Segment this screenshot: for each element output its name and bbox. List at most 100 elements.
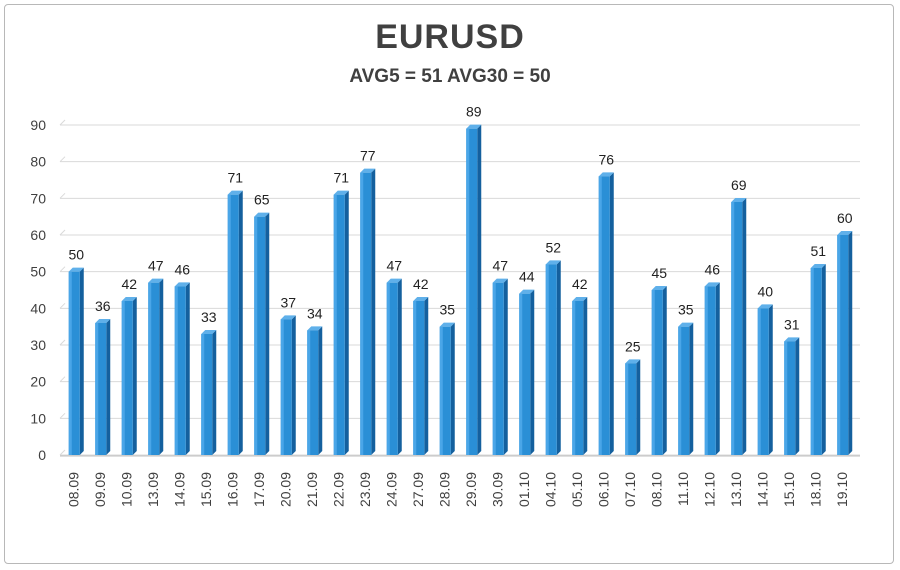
data-label: 77 — [360, 148, 376, 164]
bar-side — [238, 190, 243, 455]
bar-side — [662, 286, 667, 455]
data-label: 46 — [704, 261, 720, 277]
x-tick-label: 14.10 — [754, 472, 770, 507]
bar-top — [784, 337, 800, 342]
y-tick-label: 70 — [30, 190, 46, 206]
bar-highlight — [466, 128, 470, 455]
data-label: 34 — [307, 305, 323, 321]
bar-highlight — [678, 326, 682, 455]
x-tick-label: 05.10 — [569, 472, 585, 507]
bar — [68, 267, 84, 455]
bar-top — [254, 212, 270, 217]
bar-top — [731, 198, 747, 202]
x-tick-label: 18.10 — [807, 472, 823, 507]
data-label: 37 — [280, 294, 296, 310]
bar-front — [413, 301, 425, 455]
bar — [121, 297, 137, 455]
bar-top — [598, 172, 614, 177]
bar-highlight — [784, 341, 788, 455]
data-label: 35 — [678, 302, 694, 318]
bar-highlight — [254, 216, 258, 455]
bar-front — [201, 334, 213, 455]
bar-highlight — [704, 286, 708, 455]
x-tick-label: 27.09 — [410, 472, 426, 507]
bar-highlight — [572, 301, 576, 455]
x-tick-label: 14.09 — [171, 472, 187, 507]
x-tick-label: 08.10 — [648, 472, 664, 507]
bar — [148, 278, 164, 455]
bar-side — [556, 260, 561, 455]
x-tick-label: 30.09 — [489, 472, 505, 507]
bar-front — [625, 363, 637, 455]
x-tick-label: 09.09 — [92, 472, 108, 507]
bar-front — [254, 216, 266, 455]
bar — [651, 286, 667, 455]
bar-highlight — [598, 176, 602, 456]
x-tick-label: 22.09 — [330, 472, 346, 507]
bar-front — [572, 301, 584, 455]
data-label: 71 — [227, 170, 243, 186]
bar — [360, 168, 376, 455]
bar-front — [148, 282, 160, 455]
data-label: 42 — [121, 276, 137, 292]
bar — [837, 231, 853, 455]
bar-front — [121, 301, 133, 455]
bar-front — [386, 282, 398, 455]
gridline-depth — [59, 302, 66, 309]
bar-top — [572, 297, 588, 301]
bar-side — [79, 267, 84, 455]
bar-front — [678, 326, 690, 455]
bar-highlight — [360, 172, 364, 455]
data-label: 76 — [598, 151, 614, 167]
x-tick-label: 21.09 — [304, 472, 320, 507]
bar-front — [757, 308, 769, 455]
data-label: 65 — [254, 192, 270, 208]
bar-front — [280, 319, 292, 455]
x-axis: 08.09 09.09 10.09 13.09 14.09 15.09 16.09 17.09… — [60, 455, 860, 507]
bar-front — [492, 282, 504, 455]
bar — [227, 190, 243, 455]
bar — [598, 172, 614, 456]
bar — [678, 322, 694, 455]
bar-top — [227, 190, 243, 195]
bar-front — [651, 290, 663, 455]
bar — [439, 322, 455, 455]
bar-front — [307, 330, 319, 455]
bar-top — [466, 124, 482, 129]
bar-top — [68, 267, 84, 272]
x-tick-label: 11.10 — [675, 472, 691, 506]
bar — [386, 278, 402, 455]
bar-highlight — [651, 290, 655, 455]
bar-side — [106, 319, 111, 455]
bar-highlight — [439, 326, 443, 455]
bar-front — [439, 326, 451, 455]
bar-side — [636, 359, 641, 455]
bar — [413, 297, 429, 455]
bar-side — [795, 337, 800, 455]
data-label: 89 — [466, 104, 482, 120]
bar-highlight — [519, 293, 523, 455]
data-label: 44 — [519, 269, 535, 285]
bar-highlight — [68, 271, 72, 455]
bar-highlight — [413, 301, 417, 455]
data-labels: 50 36 42 47 46 33 71 65 37 34 71 77 47 42 35 89 47 44 52 42… — [68, 104, 852, 355]
bar — [731, 198, 747, 455]
bar-front — [227, 194, 239, 455]
bar-front — [810, 268, 822, 455]
gridlines — [59, 119, 860, 456]
bar-side — [715, 282, 720, 455]
bar-side — [265, 212, 270, 455]
bar-front — [360, 172, 372, 455]
bar-top — [95, 319, 111, 323]
gridline-depth — [59, 412, 66, 419]
bar-highlight — [148, 282, 152, 455]
bar-front — [68, 271, 80, 455]
bar-top — [810, 264, 826, 268]
bar-side — [477, 124, 482, 456]
x-tick-label: 13.10 — [728, 472, 744, 507]
bar-highlight — [174, 286, 178, 455]
bar-front — [95, 323, 107, 455]
bar-side — [212, 330, 217, 455]
bar-side — [530, 289, 535, 455]
